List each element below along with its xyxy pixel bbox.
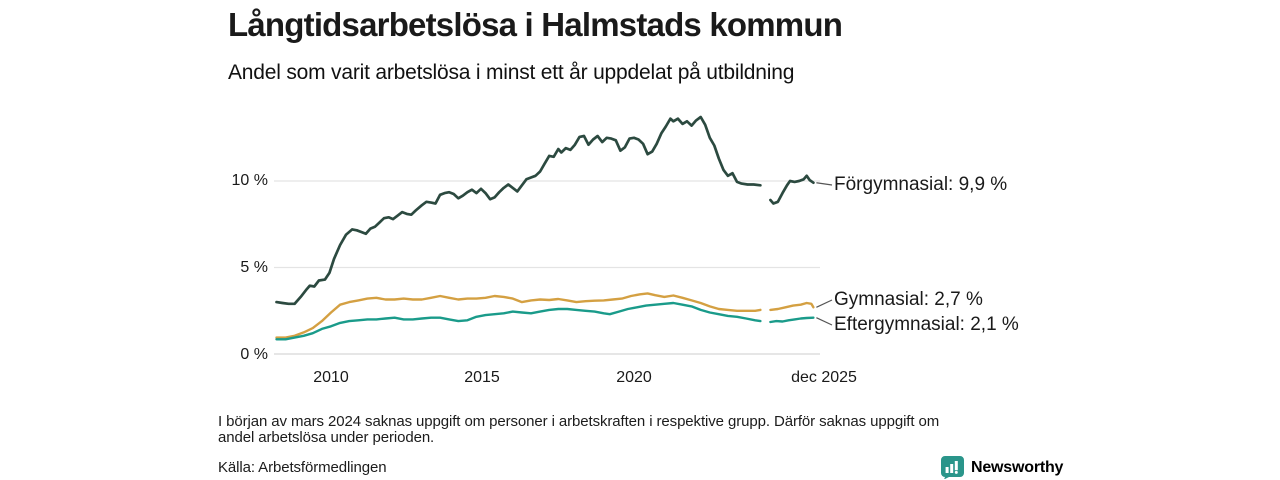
line-förgymnasial: [275, 115, 762, 306]
line-gymnasial: [769, 301, 815, 312]
line-eftergymnasial: [769, 316, 815, 324]
label-connector: [816, 299, 833, 308]
series-label-eftergymnasial: Eftergymnasial: 2,1 %: [834, 314, 1019, 335]
x-axis-tick-2015: 2015: [464, 369, 500, 386]
footnote: I början av mars 2024 saknas uppgift om …: [218, 414, 939, 445]
gridlines: [274, 180, 820, 355]
newsworthy-wordmark: Newsworthy: [971, 458, 1064, 476]
x-axis-tick-2020: 2020: [616, 369, 652, 386]
label-connector: [816, 317, 833, 326]
newsworthy-branding: Newsworthy: [941, 456, 1063, 479]
y-axis-tick-5: 5 %: [240, 258, 268, 276]
line-eftergymnasial: [275, 301, 762, 341]
y-axis-tick-0: 0 %: [240, 345, 268, 363]
series-lines: [275, 115, 833, 341]
x-axis-tick-2010: 2010: [313, 369, 349, 386]
line-förgymnasial: [769, 174, 815, 205]
x-axis-tick-dec-2025: dec 2025: [791, 369, 857, 386]
source-credit: Källa: Arbetsförmedlingen: [218, 459, 387, 476]
chart-title: Långtidsarbetslösa i Halmstads kommun: [228, 6, 843, 43]
label-connector: [816, 182, 833, 186]
series-label-gymnasial: Gymnasial: 2,7 %: [834, 289, 983, 310]
chart-subtitle: Andel som varit arbetslösa i minst ett å…: [228, 61, 795, 84]
line-gymnasial: [275, 292, 762, 339]
y-axis-tick-10: 10 %: [231, 172, 268, 189]
footnote-line-2: andel arbetslösa under perioden.: [218, 428, 435, 446]
newsworthy-barchart-bubble-icon: [941, 456, 964, 479]
series-label-forgymnasial: Förgymnasial: 9,9 %: [834, 174, 1008, 195]
footnote-line-1: I början av mars 2024 saknas uppgift om …: [218, 413, 940, 430]
